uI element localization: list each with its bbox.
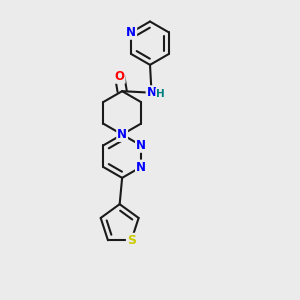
Text: H: H — [156, 89, 165, 99]
Text: N: N — [146, 86, 157, 99]
Text: N: N — [126, 26, 136, 39]
Text: N: N — [136, 139, 146, 152]
Text: N: N — [136, 160, 146, 173]
Text: N: N — [117, 128, 127, 141]
Text: S: S — [127, 234, 136, 247]
Text: O: O — [115, 70, 125, 83]
